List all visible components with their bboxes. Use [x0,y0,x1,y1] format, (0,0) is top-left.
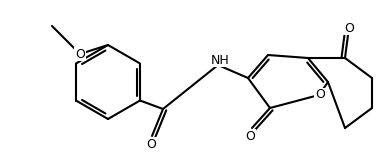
Text: O: O [146,137,156,151]
Text: NH: NH [211,54,229,67]
Text: O: O [315,88,325,101]
Text: O: O [344,21,354,34]
Text: O: O [75,48,85,61]
Text: O: O [245,130,255,143]
